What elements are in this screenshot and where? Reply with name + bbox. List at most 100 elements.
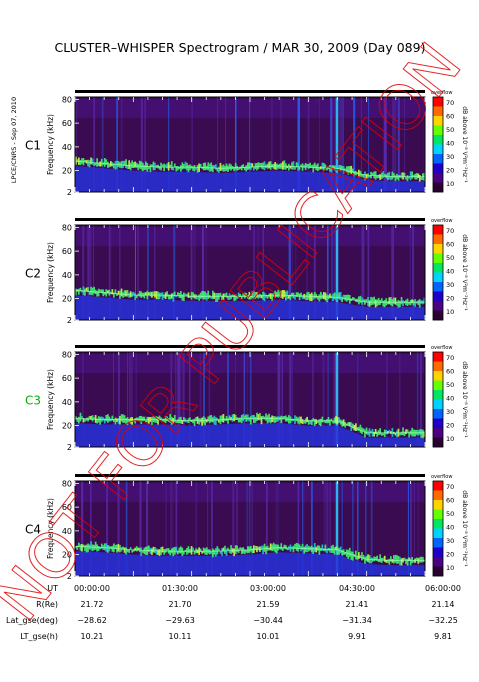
plasma-line-mark [247,162,249,170]
interference-stripe [147,225,149,320]
plasma-line-mark [269,543,272,551]
interference-stripe [312,352,314,447]
plasma-line-mark [218,548,220,552]
plasma-line-mark [318,545,321,555]
plasma-line-mark [122,292,124,298]
plasma-line-mark [228,549,231,554]
plasma-line-mark [371,172,374,176]
plasma-line-mark [256,292,258,298]
emission-stripe [335,481,339,576]
plasma-line-mark [143,165,146,170]
interference-stripe [248,481,251,576]
plasma-line-mark [145,161,147,170]
plasma-line-mark [390,297,392,306]
interference-stripes [82,352,422,447]
plasma-line-mark [173,415,176,422]
low-frequency-region [75,165,425,192]
colorbar-overflow-label: overflow [431,474,452,480]
plasma-line-mark [312,418,315,422]
interference-stripe [323,481,325,576]
plasma-line-mark [103,543,106,551]
colorbar-label: dB above 10⁻⁸ V²m⁻²Hz⁻¹ [461,106,468,183]
plasma-line-mark [348,422,351,427]
plasma-line-mark [107,545,109,553]
plasma-line-mark [402,300,404,307]
plasma-line-mark [300,292,302,298]
interference-stripe [288,225,291,320]
low-frequency-region [75,423,425,447]
interference-stripe [172,481,174,576]
colorbar-overflow-label: overflow [431,345,452,351]
plasma-line-mark [170,416,173,425]
plasma-line-mark [259,413,261,421]
colorbar-tick-label: 70 [446,99,454,107]
ephemeris-value: 21.41 [346,600,369,609]
plasma-line-mark [82,418,85,423]
plasma-line-mark [288,295,290,299]
plasma-line-mark [309,293,311,301]
plasma-line-mark [303,164,305,168]
plasma-line-mark [365,556,368,561]
plasma-line-mark [406,558,409,566]
plasma-line-mark [157,549,159,555]
y-tick-label: 60 [62,503,72,512]
plasma-line-mark [172,418,175,424]
plasma-line-mark [93,162,95,166]
plasma-line-mark [183,292,185,301]
plasma-line-mark [326,167,328,171]
plasma-line-mark [88,160,91,168]
interference-stripe [135,225,136,320]
colorbar-tick-label: 40 [446,524,454,532]
plasma-line-mark [352,168,354,174]
interference-stripe [189,352,191,447]
colorbar-overflow-label: overflow [431,90,452,96]
plasma-line-mark [142,550,144,553]
plasma-line-mark [400,297,403,305]
plasma-line-mark [236,296,238,299]
emission-stripe [335,352,339,447]
plasma-line-mark [90,416,92,420]
plasma-line-mark [418,429,421,435]
plasma-line-mark [268,547,270,551]
plasma-line-mark [99,416,101,425]
plasma-line-mark [88,415,91,420]
interference-stripe [362,225,365,320]
plasma-line-mark [262,162,264,170]
interference-stripe [327,225,329,320]
ephemeris-value: 04:30:00 [339,584,375,593]
plasma-line-mark [216,293,219,302]
plasma-line-mark [326,294,328,303]
plasma-line-mark [102,417,105,421]
plasma-line-mark [91,415,94,422]
plasma-line-mark [134,293,136,301]
plasma-line-mark [234,163,237,170]
plasma-line-mark [256,412,258,421]
plasma-line-mark [338,292,340,300]
plasma-line-mark [221,548,223,556]
plasma-line-mark [277,289,280,298]
plasma-line-mark [362,554,365,560]
plasma-line-mark [231,414,234,422]
plasma-line-mark [82,544,85,548]
panel-label-c1: C1 [25,139,41,153]
plasma-line-mark [318,419,321,426]
plasma-line-mark [111,545,114,552]
plasma-line-mark [116,293,118,296]
plasma-line-mark [103,291,106,295]
plasma-line-mark [166,163,168,169]
ephemeris-value: −28.62 [77,616,107,625]
colorbar-tick-label: 30 [446,408,454,416]
colorbar-tick-label: 70 [446,227,454,235]
plasma-line-mark [251,291,254,299]
plasma-line-mark [222,293,225,301]
plasma-line-mark [382,557,385,561]
plasma-line-mark [317,545,319,551]
plasma-line-mark [383,555,386,562]
plasma-line-mark [149,164,152,173]
colorbar-tick-label: 30 [446,537,454,545]
plasma-line-mark [240,547,243,555]
interference-stripe [191,97,193,192]
low-frequency-region [75,551,425,576]
plasma-line-mark [210,415,213,423]
plasma-line-mark [236,545,238,552]
